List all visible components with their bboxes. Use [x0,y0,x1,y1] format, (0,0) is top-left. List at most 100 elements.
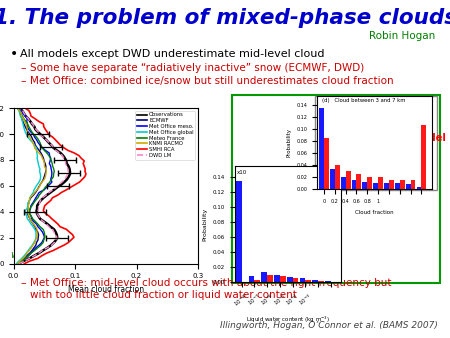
Met Office meso. [34,222,39,226]
ECMWF [25,212,30,216]
ECMWF [16,106,22,110]
Text: 1. The problem of mixed-phase clouds: 1. The problem of mixed-phase clouds [0,8,450,28]
Met Office global [28,222,34,226]
Meteo France [30,217,36,221]
Text: All models except DWD underestimate mid-level cloud: All models except DWD underestimate mid-… [20,49,324,59]
Bar [324,138,329,189]
SMHI RCA [55,222,61,226]
KNMI RACMO [42,164,47,168]
Bar [417,187,422,189]
Observations [37,217,43,221]
Text: –: – [20,76,26,86]
DWD LM [64,164,69,168]
X-axis label: Cloud fraction: Cloud fraction [356,210,394,215]
Met Office meso. [27,212,32,216]
Legend: Observations, ECMWF, Met Office meso., Met Office global, Meteo France, KNMI RAC: Observations, ECMWF, Met Office meso., M… [135,111,195,160]
DWD LM [37,217,43,221]
ECMWF [36,235,41,239]
Bar [315,96,437,190]
KNMI RACMO [14,106,20,110]
KNMI RACMO [26,212,31,216]
Text: www.cloud-net.org: www.cloud-net.org [10,250,102,260]
X-axis label: Mean cloud fraction: Mean cloud fraction [68,285,144,294]
Line: Observations: Observations [19,108,70,264]
Line: Meteo France: Meteo France [18,108,54,264]
Text: Illingworth, Hogan, O’Connor et al. (BAMS 2007): Illingworth, Hogan, O’Connor et al. (BAM… [220,320,438,330]
Met Office global [14,106,20,110]
Text: –: – [20,63,26,73]
SMHI RCA [49,217,54,221]
SMHI RCA [22,106,28,110]
Bar [389,180,394,189]
Observations [45,222,50,226]
Line: Met Office meso.: Met Office meso. [18,108,52,264]
Line: Met Office global: Met Office global [16,108,40,264]
Line: SMHI RCA: SMHI RCA [24,108,86,264]
Bar [395,183,400,189]
Bar [378,177,383,189]
Bar [400,180,405,189]
Bar [300,279,305,282]
KNMI RACMO [34,235,39,239]
Met Office global [23,212,28,216]
Bar [267,275,273,282]
Bar [341,177,346,189]
Y-axis label: Probability: Probability [202,207,207,241]
Bar [410,180,415,189]
Observations [54,235,60,239]
Bar [356,174,361,189]
Bar [362,182,367,189]
Bar [384,183,389,189]
Bar [330,169,335,189]
ECMWF [43,164,49,168]
Bar [236,181,242,282]
Y-axis label: Probability: Probability [286,128,291,157]
Met Office global [14,262,19,266]
Text: •: • [10,47,18,61]
KNMI RACMO [26,209,31,213]
Meteo France [27,209,32,213]
Meteo France [27,212,32,216]
Met Office meso. [42,235,47,239]
Text: –: – [20,278,26,288]
KNMI RACMO [27,217,33,221]
Meteo France [42,235,47,239]
Observations [34,212,40,216]
DWD LM [17,106,22,110]
Bar [292,279,298,282]
Bar [248,276,254,282]
DWD LM [44,222,50,226]
Bar [367,177,372,189]
Met Office global [36,164,41,168]
DWD LM [54,235,59,239]
Text: Some have separate “radiatively inactive” snow (ECMWF, DWD): Some have separate “radiatively inactive… [30,63,364,73]
Meteo France [50,164,55,168]
Bar [312,280,318,282]
Observations [16,262,22,266]
Bar [232,95,440,283]
Text: Mesoscale model: Mesoscale model [352,133,446,143]
SMHI RCA [43,212,48,216]
Line: KNMI RACMO: KNMI RACMO [17,108,46,264]
Text: x10: x10 [237,170,247,175]
Meteo France [15,262,21,266]
Met Office meso. [15,262,21,266]
DWD LM [16,262,22,266]
KNMI RACMO [15,262,20,266]
Met Office global [33,235,39,239]
Met Office meso. [29,217,35,221]
ECMWF [31,222,36,226]
Text: (d)   Cloud between 3 and 7 km: (d) Cloud between 3 and 7 km [322,98,405,103]
Text: Robin Hogan: Robin Hogan [369,31,435,41]
SMHI RCA [22,262,27,266]
Line: DWD LM: DWD LM [19,108,68,264]
Met Office meso. [48,164,54,168]
Bar [274,275,280,282]
Text: (a): (a) [14,238,26,246]
Bar [280,276,286,282]
Bar [287,277,292,282]
Observations [34,209,39,213]
KNMI RACMO [31,222,36,226]
DWD LM [36,209,41,213]
Bar [261,272,267,282]
